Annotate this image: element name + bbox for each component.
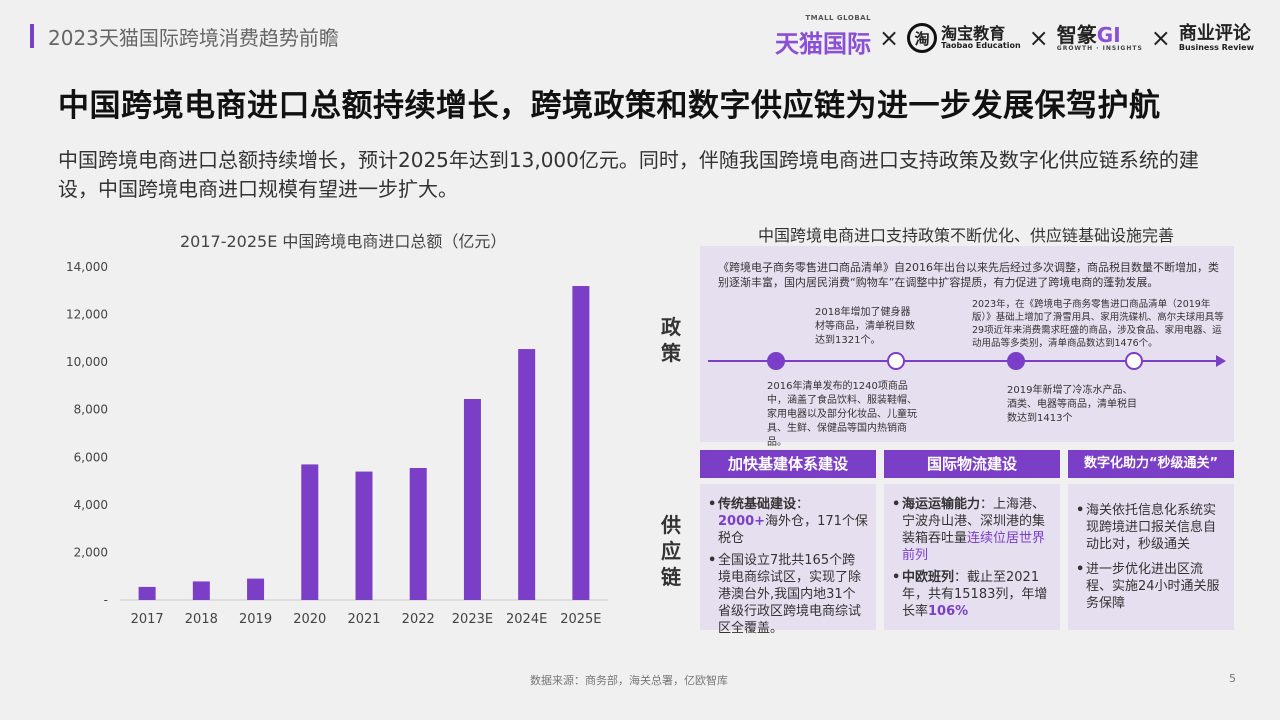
taobao-education-logo: 淘 淘宝教育 Taobao Education bbox=[907, 23, 1021, 53]
digital-clearance-box: • 海关依托信息化系统实现跨境进口报关信息自动比对，秒级通关 • 进一步优化进出… bbox=[1068, 484, 1234, 630]
bullet-icon: • bbox=[1076, 562, 1085, 577]
x-tick-label: 2017 bbox=[131, 612, 164, 627]
y-tick-label: 8,000 bbox=[74, 403, 108, 417]
x-tick-label: 2018 bbox=[185, 612, 218, 627]
bar-2020 bbox=[301, 464, 319, 600]
zhizhuan-gi-logo: 智篆GI GROWTH · INSIGHTS bbox=[1057, 24, 1143, 53]
timeline-node-2018 bbox=[887, 352, 905, 370]
business-review-logo-en: Business Review bbox=[1178, 42, 1254, 52]
bar-2024E bbox=[518, 349, 536, 600]
timeline-line bbox=[708, 360, 1220, 362]
taobao-logo-en: Taobao Education bbox=[941, 41, 1021, 51]
bar-2025E bbox=[572, 286, 590, 600]
bullet-text: ：上海港、宁波舟山港、深圳港的集装箱吞吐量 bbox=[902, 497, 1046, 546]
page-number: 5 bbox=[1229, 672, 1236, 685]
bullet-highlight: 连续位居世界前列 bbox=[902, 531, 1046, 563]
list-item: • 全国设立7批共165个跨境电商综试区，实现了除港澳台外,我国内地31个省级行… bbox=[708, 552, 868, 637]
times-icon: × bbox=[1150, 24, 1171, 52]
list-item: • 传统基础建设： 2000+海外仓，171个保税仓 bbox=[708, 496, 868, 547]
infrastructure-header: 加快基建体系建设 bbox=[700, 450, 876, 478]
partner-logos: TMALL GLOBAL 天猫国际 × 淘 淘宝教育 Taobao Educat… bbox=[775, 14, 1254, 59]
page-title: 中国跨境电商进口总额持续增长，跨境政策和数字供应链为进一步发展保驾护航 bbox=[58, 88, 1161, 124]
bar-2021 bbox=[355, 471, 373, 600]
bar-2019 bbox=[247, 578, 265, 600]
list-item: • 海关依托信息化系统实现跨境进口报关信息自动比对，秒级通关 bbox=[1076, 502, 1226, 553]
x-tick-label: 2019 bbox=[239, 612, 272, 627]
report-title: 2023天猫国际跨境消费趋势前瞻 bbox=[48, 26, 339, 50]
tmall-global-logo-text: 天猫国际 bbox=[775, 29, 872, 58]
y-tick-label: - bbox=[104, 593, 108, 607]
bullet-highlight: 2000+ bbox=[718, 514, 766, 529]
bullet-text: 进一步优化进出区流程、实施24小时通关服务保障 bbox=[1086, 562, 1220, 611]
list-item: • 海运运输能力：上海港、宁波舟山港、深圳港的集装箱吞吐量连续位居世界前列 bbox=[892, 496, 1052, 564]
bullet-icon: • bbox=[1076, 503, 1085, 518]
zhizhuan-logo-en: GROWTH · INSIGHTS bbox=[1056, 44, 1143, 52]
timeline-text-2016: 2016年清单发布的1240项商品中，涵盖了食品饮料、服装鞋帽、家用电器以及部分… bbox=[767, 381, 917, 448]
bar-2017 bbox=[138, 586, 156, 600]
bar-2022 bbox=[409, 467, 427, 600]
bar-2018 bbox=[192, 581, 210, 600]
import-total-bar-chart: - 2,000 4,000 6,000 8,000 10,000 12,000 14,000 2… bbox=[66, 260, 608, 627]
business-review-logo-cn: 商业评论 bbox=[1178, 22, 1251, 44]
timeline-node-2016 bbox=[767, 352, 785, 370]
timeline-node-2019 bbox=[1007, 352, 1025, 370]
list-item: • 中欧班列：截止至2021年，共有15183列，年增长率106% bbox=[892, 569, 1052, 620]
timeline-arrow-icon bbox=[1216, 355, 1226, 367]
y-tick-label: 4,000 bbox=[74, 498, 108, 512]
x-tick-label: 2025E bbox=[560, 612, 601, 627]
x-tick-label: 2024E bbox=[506, 612, 547, 627]
bullet-icon: • bbox=[892, 570, 901, 585]
x-tick-label: 2022 bbox=[402, 612, 435, 627]
bullet-text: 海关依托信息化系统实现跨境进口报关信息自动比对，秒级通关 bbox=[1086, 503, 1217, 552]
logistics-box: • 海运运输能力：上海港、宁波舟山港、深圳港的集装箱吞吐量连续位居世界前列 • … bbox=[884, 484, 1060, 630]
header-accent-bar bbox=[30, 24, 34, 48]
y-tick-label: 2,000 bbox=[74, 545, 108, 559]
y-tick-label: 12,000 bbox=[66, 308, 108, 322]
taobao-logo-cn: 淘宝教育 bbox=[941, 23, 1006, 43]
right-panel-title: 中国跨境电商进口支持政策不断优化、供应链基础设施完善 bbox=[758, 226, 1175, 245]
timeline-text-2019: 2019年新增了冷冻水产品、酒类、电器等商品，清单税目数达到1413个 bbox=[1007, 385, 1137, 424]
bullet-text: ：截止至2021年，共有15183列，年增长率 bbox=[902, 570, 1048, 619]
bullet-highlight: 106% bbox=[928, 604, 969, 619]
digital-clearance-header: 数字化助力“秒级通关” bbox=[1068, 450, 1234, 478]
data-source: 数据来源：商务部，海关总署，亿欧智库 bbox=[530, 674, 728, 687]
bullet-icon: • bbox=[708, 497, 717, 512]
intro-paragraph: 中国跨境电商进口总额持续增长，预计2025年达到13,000亿元。同时，伴随我国… bbox=[58, 148, 1199, 201]
x-tick-label: 2020 bbox=[293, 612, 326, 627]
timeline-text-2018: 2018年增加了健身器材等商品，清单税目数达到1321个。 bbox=[815, 307, 915, 346]
y-tick-label: 10,000 bbox=[66, 355, 108, 369]
tmall-global-logo-sub: TMALL GLOBAL bbox=[805, 13, 872, 22]
list-item: • 进一步优化进出区流程、实施24小时通关服务保障 bbox=[1076, 561, 1226, 612]
bar-2023E bbox=[463, 399, 481, 600]
bullet-bold: 海运运输能力 bbox=[902, 497, 981, 512]
policy-intro: 《跨境电子商务零售进口商品清单》自2016年出台以来先后经过多次调整，商品税目数… bbox=[718, 261, 1219, 289]
timeline-node-2023 bbox=[1125, 352, 1143, 370]
x-tick-label: 2021 bbox=[347, 612, 380, 627]
tmall-global-logo: TMALL GLOBAL 天猫国际 bbox=[775, 14, 872, 59]
taobao-mark-icon: 淘 bbox=[907, 23, 938, 53]
bullet-icon: • bbox=[708, 553, 717, 568]
policy-timeline-box: 《跨境电子商务零售进口商品清单》自2016年出台以来先后经过多次调整，商品税目数… bbox=[700, 246, 1234, 448]
bullet-bold: 传统基础建设 bbox=[718, 497, 797, 512]
policy-label: 政策 bbox=[661, 315, 681, 365]
y-tick-label: 14,000 bbox=[66, 260, 108, 274]
bullet-colon: ： bbox=[796, 497, 810, 512]
times-icon: × bbox=[879, 24, 900, 52]
bullet-text: 海外仓，171个保税仓 bbox=[718, 514, 868, 546]
times-icon: × bbox=[1028, 24, 1049, 52]
logistics-header: 国际物流建设 bbox=[884, 450, 1060, 478]
infrastructure-box: • 传统基础建设： 2000+海外仓，171个保税仓 • 全国设立7批共165个跨… bbox=[700, 484, 876, 636]
zhizhuan-logo-gi: GI bbox=[1096, 22, 1121, 47]
business-review-logo: 商业评论 Business Review bbox=[1178, 22, 1254, 53]
x-tick-label: 2023E bbox=[452, 612, 493, 627]
zhizhuan-logo-cn: 智篆 bbox=[1056, 22, 1097, 47]
supply-chain-label: 供应链 bbox=[661, 513, 681, 589]
bullet-text: 全国设立7批共165个跨境电商综试区，实现了除港澳台外,我国内地31个省级行政区… bbox=[718, 553, 862, 636]
y-tick-label: 6,000 bbox=[74, 450, 108, 464]
chart-title: 2017-2025E 中国跨境电商进口总额（亿元） bbox=[180, 232, 507, 251]
bullet-icon: • bbox=[892, 497, 901, 512]
timeline-text-2023: 2023年，在《跨境电子商务零售进口商品清单（2019年版）》基础上增加了滑雪用… bbox=[972, 299, 1224, 349]
bullet-bold: 中欧班列 bbox=[902, 570, 955, 585]
